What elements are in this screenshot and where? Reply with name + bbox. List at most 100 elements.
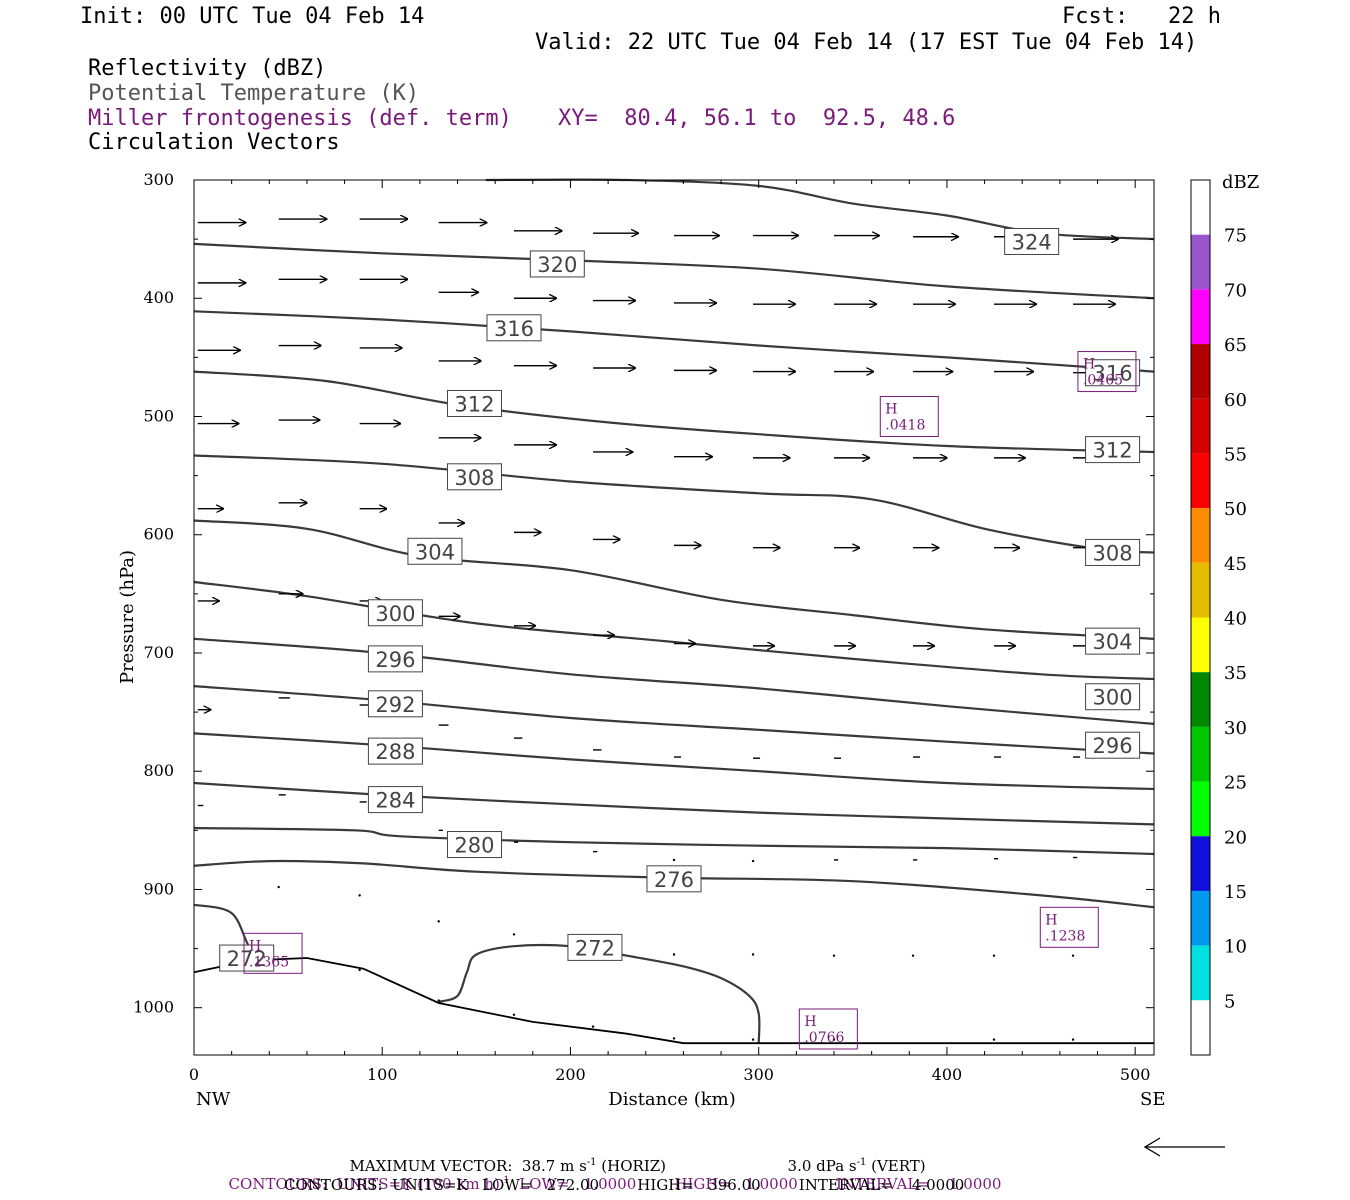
contour-label-300: 300 [1085, 683, 1141, 711]
circulation-vector-103 [832, 954, 836, 957]
y-tick-800: 800 [143, 761, 174, 780]
circulation-vector-111 [672, 1037, 676, 1040]
colorbar-segment-0 [1191, 180, 1210, 235]
svg-text:.1238: .1238 [1045, 928, 1085, 944]
valid-time: Valid: 22 UTC Tue 04 Feb 14 (17 EST Tue … [535, 30, 1198, 55]
footer-max-vector-vert: 3.0 dPa s-1 (VERT) [787, 1157, 926, 1175]
circulation-vector-109 [512, 1013, 516, 1016]
y-tick-400: 400 [143, 288, 174, 307]
svg-text:316: 316 [494, 317, 534, 341]
contour-label-288: 288 [367, 737, 423, 765]
contour-label-324: 324 [1004, 227, 1060, 255]
contour-label-316: 316 [1085, 359, 1141, 387]
colorbar-label-75: 75 [1224, 226, 1247, 247]
contour-label-320: 320 [529, 250, 585, 278]
theta-contour-292 [193, 685, 1155, 755]
circulation-vector-102 [751, 953, 755, 956]
frontogenesis-high-3: H.1365 [243, 932, 303, 974]
contour-label-296: 296 [1085, 731, 1141, 759]
svg-text:H: H [1045, 912, 1057, 928]
colorbar-label-65: 65 [1224, 335, 1247, 356]
colorbar-segment-6 [1191, 508, 1210, 563]
colorbar-segment-14 [1191, 945, 1210, 1001]
colorbar-label-60: 60 [1224, 390, 1247, 411]
field-circulation-vectors: Circulation Vectors [88, 130, 340, 155]
theta-contour-308 [193, 454, 1155, 554]
svg-text:320: 320 [537, 253, 577, 277]
theta-contour-316 [193, 310, 1155, 373]
colorbar-label-45: 45 [1224, 554, 1247, 575]
colorbar-segment-2 [1191, 289, 1210, 345]
colorbar-label-5: 5 [1224, 991, 1235, 1012]
colorbar-label-55: 55 [1224, 444, 1247, 465]
circulation-vector-96 [277, 885, 280, 889]
svg-text:272: 272 [575, 936, 615, 960]
svg-text:296: 296 [375, 648, 415, 672]
y-tick-500: 500 [143, 406, 174, 425]
contour-label-304: 304 [1085, 627, 1141, 655]
colorbar-label-35: 35 [1224, 663, 1247, 684]
circulation-vector-90 [672, 858, 676, 862]
init-time: Init: 00 UTC Tue 04 Feb 14 [80, 4, 425, 29]
footer-frontogenesis-contours: CONTOURS: UNITS=K (100 km h)-1 LOW= 1.00… [228, 1175, 1002, 1193]
svg-text:280: 280 [454, 834, 494, 858]
field-frontogenesis: Miller frontogenesis (def. term) [88, 106, 512, 131]
contour-label-312: 312 [446, 389, 502, 417]
svg-text:316: 316 [1093, 362, 1133, 386]
colorbar-label-40: 40 [1224, 609, 1247, 630]
colorbar-segment-3 [1191, 344, 1210, 399]
svg-text:304: 304 [415, 540, 455, 564]
circulation-vector-106 [1071, 954, 1075, 957]
svg-text:H: H [249, 938, 261, 954]
x-tick-0: 0 [189, 1065, 199, 1084]
cross-section-endpoints: XY= 80.4, 56.1 to 92.5, 48.6 [558, 106, 956, 131]
colorbar-label-30: 30 [1224, 718, 1247, 739]
contour-label-284: 284 [367, 786, 423, 814]
x-end-left: NW [196, 1089, 231, 1110]
contour-label-296: 296 [367, 645, 423, 673]
circulation-vector-114 [992, 1038, 996, 1041]
y-tick-1000: 1000 [133, 998, 174, 1017]
svg-text:292: 292 [375, 693, 415, 717]
theta-contour-304 [193, 519, 1155, 640]
footer-max-vector: MAXIMUM VECTOR: 38.7 m s-1 (HORIZ) [349, 1157, 667, 1175]
circulation-vector-113 [832, 1038, 836, 1041]
svg-text:H: H [804, 1014, 816, 1030]
x-tick-300: 300 [743, 1065, 774, 1084]
svg-text:.0418: .0418 [885, 417, 925, 433]
colorbar-segment-11 [1191, 781, 1210, 837]
frontogenesis-high-4: H.0766 [798, 1008, 858, 1050]
circulation-vector-104 [911, 954, 915, 957]
svg-text:.1365: .1365 [249, 954, 289, 970]
contour-label-316: 316 [486, 314, 542, 342]
field-potential-temperature: Potential Temperature (K) [88, 81, 420, 106]
plot-frame [193, 179, 1155, 1056]
theta-contour-320 [193, 242, 1155, 300]
x-tick-200: 200 [555, 1065, 586, 1084]
contour-label-312: 312 [1085, 436, 1141, 464]
theta-contour-280 [193, 826, 1155, 856]
colorbar-segment-7 [1191, 562, 1210, 618]
theta-contour-276 [193, 859, 1155, 909]
frontogenesis-high-2: H.1238 [1039, 906, 1099, 948]
contour-label-304: 304 [407, 537, 463, 565]
circulation-vector-98 [437, 920, 440, 923]
circulation-vector-107 [358, 968, 361, 972]
colorbar-label-70: 70 [1224, 280, 1247, 301]
svg-text:.0766: .0766 [804, 1030, 844, 1046]
colorbar-segment-8 [1191, 617, 1210, 673]
colorbar-segment-9 [1191, 672, 1210, 727]
y-tick-600: 600 [143, 525, 174, 544]
circulation-vector-108 [437, 999, 440, 1002]
colorbar-label-20: 20 [1224, 827, 1247, 848]
y-tick-300: 300 [143, 170, 174, 189]
svg-text:312: 312 [1093, 439, 1133, 463]
contour-label-272: 272 [567, 933, 623, 961]
contour-label-292: 292 [367, 690, 423, 718]
x-tick-400: 400 [932, 1065, 963, 1084]
theta-contour-312 [193, 370, 1155, 454]
svg-text:276: 276 [654, 868, 694, 892]
svg-text:272: 272 [227, 947, 267, 971]
contour-label-272: 272 [219, 944, 275, 972]
